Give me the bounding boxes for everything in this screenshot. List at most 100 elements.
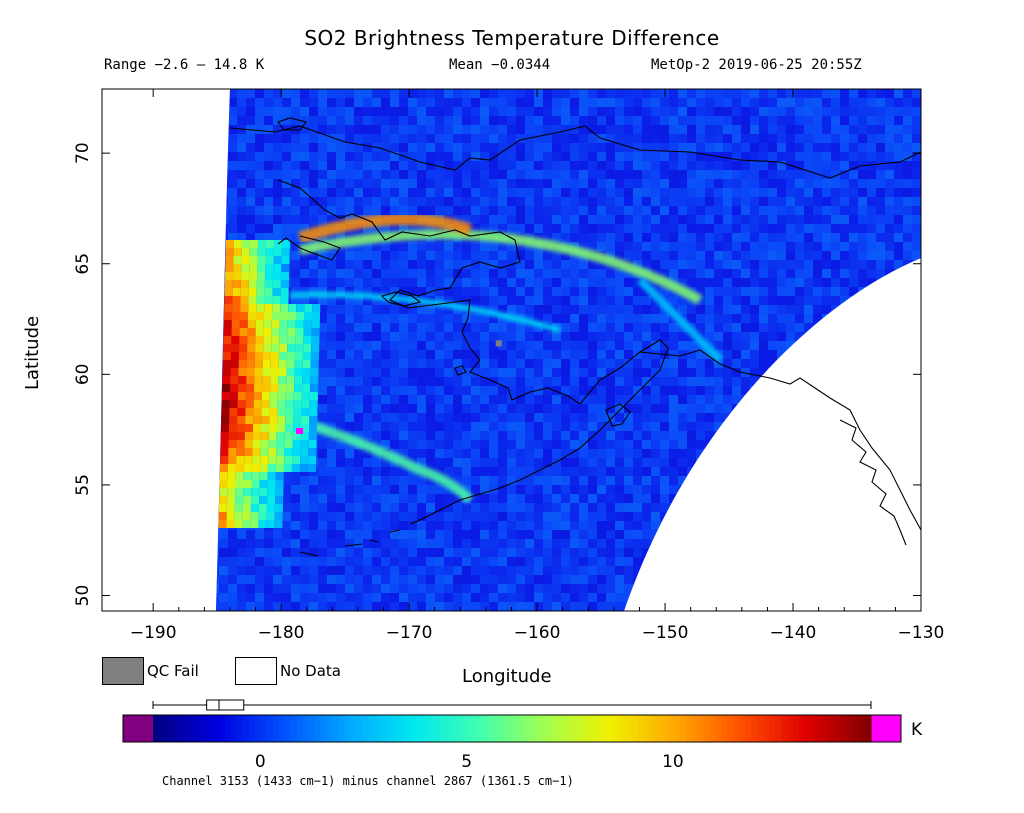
swath-cell [216,242,219,251]
swath-cell [216,296,219,305]
swath-cell [336,395,345,404]
swath-cell [894,170,903,179]
swath-cell [147,269,156,278]
swath-cell [507,449,516,458]
swath-cell [525,350,534,359]
swath-cell [300,107,309,116]
swath-cell [534,341,543,350]
swath-cell [858,413,867,422]
swath-cell [516,107,525,116]
swath-cell [588,152,597,161]
swath-cell [597,458,606,467]
swath-cell [183,269,192,278]
swath-cell [867,404,876,413]
swath-cell [705,116,714,125]
swath-cell [201,548,210,557]
swath-cell [498,413,507,422]
swath-cell [516,323,525,332]
swath-cell [138,476,147,485]
swath-cell [417,143,426,152]
swath-cell [408,377,417,386]
swath-cell [561,170,570,179]
swath-cell [363,269,372,278]
swath-cell [489,440,498,449]
swath-cell [147,107,156,116]
swath-cell [255,170,264,179]
swath-cell [606,503,615,512]
swath-cell [309,215,318,224]
swath-cell [858,323,867,332]
swath-cell [147,350,156,359]
swath-cell [912,476,921,485]
swath-cell [489,161,498,170]
swath-cell [822,476,831,485]
swath-cell [714,539,723,548]
swath-cell [216,305,219,314]
swath-cell [633,494,642,503]
swath-cell [102,260,111,269]
swath-cell [354,548,363,557]
swath-cell [255,179,264,188]
swath-cell [831,449,840,458]
swath-cell [462,179,471,188]
swath-cell [498,215,507,224]
swath-cell [120,116,129,125]
swath-cell [111,548,120,557]
swath-cell [336,368,345,377]
swath-cell [660,242,669,251]
swath-cell [444,512,453,521]
swath-cell [858,296,867,305]
swath-cell [714,575,723,584]
swath-cell [759,368,768,377]
swath-cell [534,494,543,503]
swath-cell [741,512,750,521]
swath-cell [849,242,858,251]
swath-cell [183,377,192,386]
swath-cell [507,179,516,188]
swath-cell [318,548,327,557]
swath-cell [768,323,777,332]
swath-cell [435,566,444,575]
swath-cell [372,323,381,332]
swath-cell [219,161,228,170]
swath-cell [300,287,309,296]
swath-cell [759,233,768,242]
swath-cell [597,332,606,341]
swath-cell [480,125,489,134]
swath-cell [435,557,444,566]
swath-cell [867,269,876,278]
swath-cell [705,386,714,395]
swath-cell [660,251,669,260]
swath-cell [102,161,111,170]
swath-cell [849,89,858,98]
swath-cell [345,242,354,251]
swath-cell [120,557,129,566]
swath-cell [138,197,147,206]
swath-cell [597,89,606,98]
swath-cell [624,341,633,350]
swath-cell [435,521,444,530]
swath-cell [156,134,165,143]
swath-cell [138,287,147,296]
swath-cell [642,179,651,188]
swath-cell [714,296,723,305]
swath-cell [174,449,183,458]
swath-cell [363,395,372,404]
swath-cell [615,269,624,278]
swath-cell [471,188,480,197]
swath-cell [435,431,444,440]
swath-cell [597,125,606,134]
swath-cell [507,170,516,179]
swath-cell [462,503,471,512]
swath-cell [156,350,165,359]
swath-cell [390,305,399,314]
swath-cell [102,314,111,323]
swath-cell [876,143,885,152]
swath-cell [309,566,318,575]
swath-cell [444,368,453,377]
swath-cell [687,188,696,197]
swath-cell [399,125,408,134]
swath-cell [759,179,768,188]
swath-cell [561,431,570,440]
swath-cell [147,206,156,215]
